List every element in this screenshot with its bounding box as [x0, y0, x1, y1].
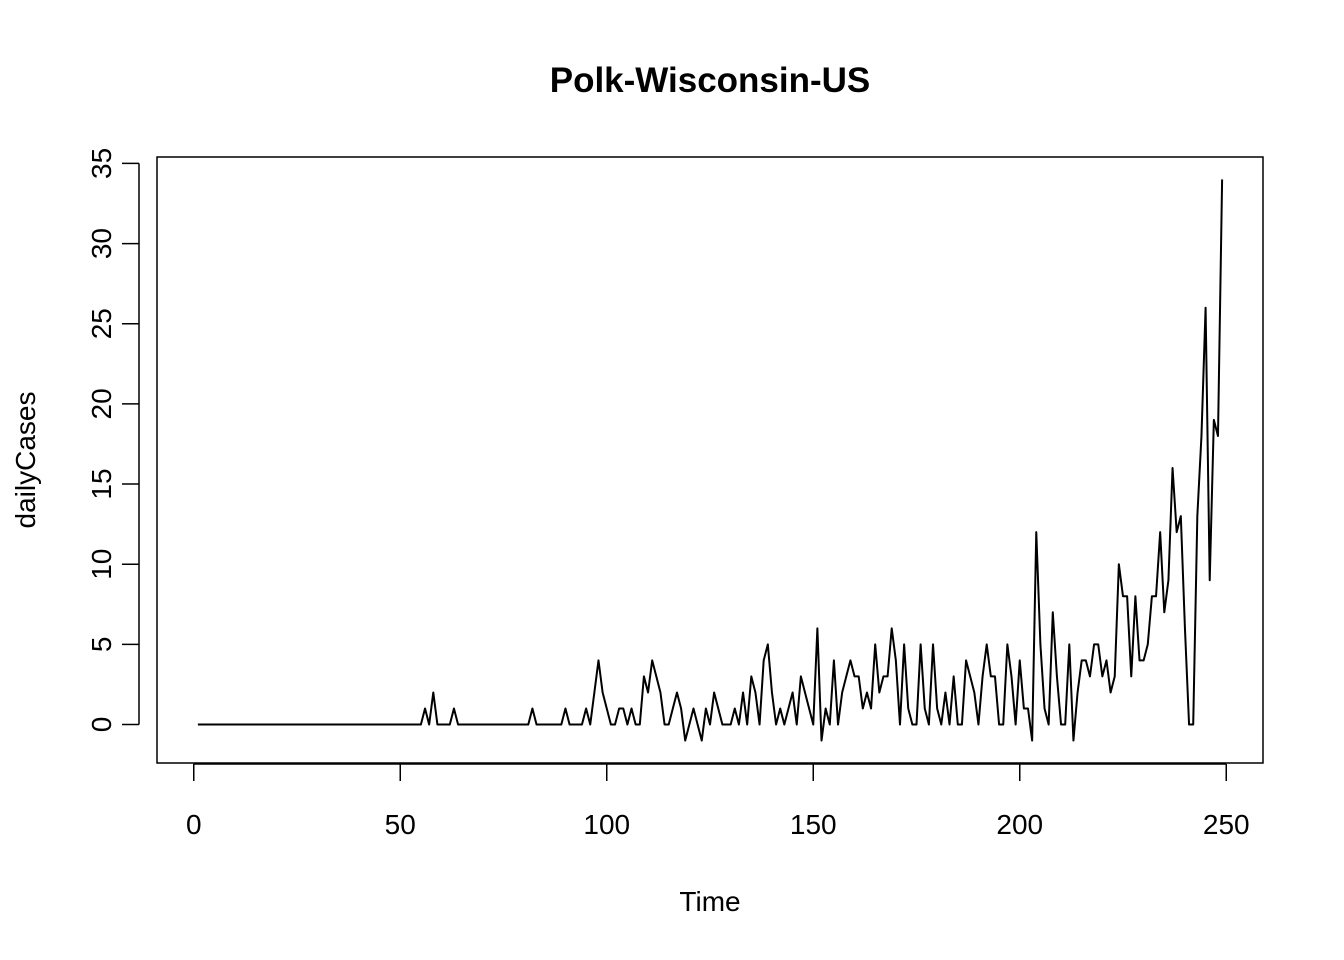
x-tick-label: 50 [385, 809, 416, 840]
y-tick-label: 5 [86, 637, 117, 653]
chart-title: Polk-Wisconsin-US [550, 61, 871, 100]
y-axis-label: dailyCases [10, 392, 41, 529]
x-tick-label: 200 [996, 809, 1043, 840]
y-tick-label: 35 [86, 148, 117, 179]
x-axis: 0 50 100 150 200 250 [186, 763, 1250, 840]
plot-frame [156, 156, 1264, 764]
y-tick-label: 15 [86, 468, 117, 499]
series-layer [197, 179, 1224, 742]
y-tick-label: 30 [86, 228, 117, 259]
x-tick-label: 250 [1203, 809, 1250, 840]
y-axis: 0 5 10 15 20 25 30 35 [86, 148, 140, 733]
x-tick-label: 0 [186, 809, 202, 840]
x-tick-label: 150 [790, 809, 837, 840]
y-tick-label: 0 [86, 717, 117, 733]
y-tick-label: 10 [86, 549, 117, 580]
y-tick-label: 20 [86, 388, 117, 419]
x-tick-label: 100 [583, 809, 630, 840]
y-tick-label: 25 [86, 308, 117, 339]
series-line [197, 179, 1224, 742]
x-axis-label: Time [679, 886, 740, 917]
